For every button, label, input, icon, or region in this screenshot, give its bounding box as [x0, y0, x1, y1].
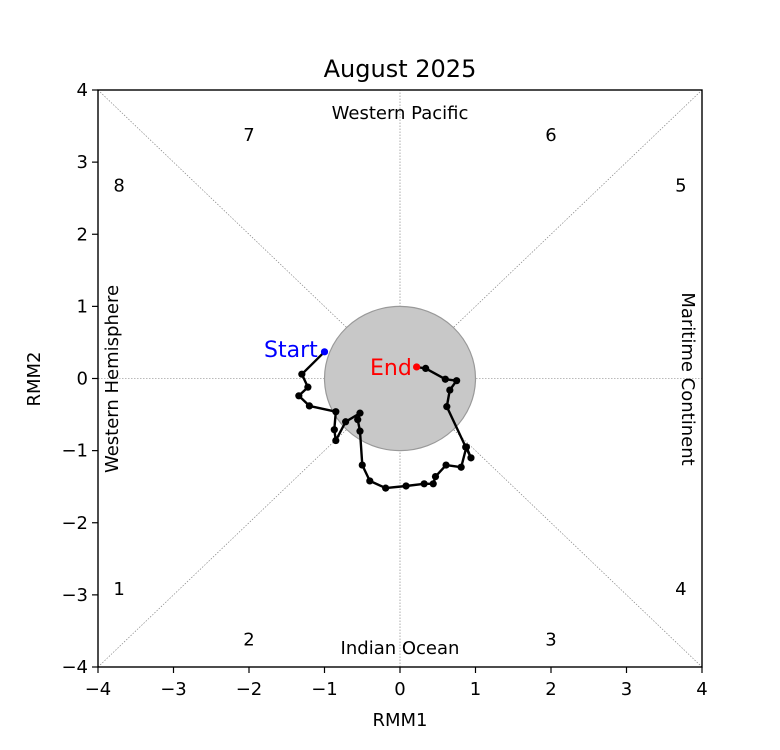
trajectory-point: [443, 403, 451, 411]
y-tick-label: 2: [77, 224, 88, 245]
trajectory-point: [366, 477, 374, 485]
trajectory-point: [332, 436, 340, 445]
x-tick-label: 2: [545, 679, 556, 700]
phase-label-2: 2: [243, 629, 254, 650]
x-tick-label: 0: [394, 679, 405, 700]
start-end-markers: Start End: [264, 338, 412, 381]
trajectory-point: [446, 386, 454, 394]
start-label: Start: [264, 338, 318, 363]
trajectory-point: [358, 461, 366, 469]
phase-label-7: 7: [243, 125, 254, 146]
start-point: [320, 348, 329, 356]
phase-label-5: 5: [675, 176, 686, 197]
phase-label-1: 1: [113, 579, 124, 600]
trajectory-point: [442, 461, 450, 469]
region-label-right: Maritime Continent: [677, 292, 698, 465]
trajectory-point: [420, 480, 428, 488]
trajectory-point: [453, 377, 461, 385]
region-label-left: Western Hemisphere: [102, 285, 123, 473]
trajectory-point: [342, 418, 350, 426]
trajectory-point: [298, 370, 306, 378]
trajectory-point: [295, 392, 303, 400]
y-tick-label: 1: [77, 296, 88, 317]
x-tick-label: 3: [621, 679, 632, 700]
trajectory-point: [354, 416, 362, 424]
region-labels: Western Pacific Indian Ocean Western Hem…: [102, 103, 698, 659]
y-axis-title: RMM2: [24, 351, 45, 406]
x-tick-label: −1: [311, 679, 338, 700]
trajectory-point: [356, 427, 364, 435]
phase-labels: 1 2 3 4 5 6 7 8: [113, 125, 686, 650]
y-tick-label: −1: [61, 441, 88, 462]
trajectory-point: [356, 409, 364, 417]
x-tick-label: −3: [160, 679, 187, 700]
trajectory-point: [441, 375, 449, 383]
end-point: [413, 363, 421, 371]
trajectory-point: [305, 402, 313, 410]
phase-label-6: 6: [545, 125, 556, 146]
trajectory-point: [431, 472, 440, 481]
trajectory: [295, 348, 475, 492]
trajectory-point: [467, 454, 475, 462]
trajectory-point: [402, 482, 410, 490]
phase-label-4: 4: [675, 579, 686, 600]
x-axis-title: RMM1: [372, 710, 427, 731]
trajectory-point: [422, 364, 430, 373]
trajectory-point: [330, 426, 338, 434]
trajectory-point: [457, 463, 465, 471]
trajectory-point: [429, 480, 437, 488]
y-tick-label: −2: [61, 513, 88, 534]
trajectory-point: [304, 383, 312, 391]
trajectory-point: [462, 443, 470, 451]
y-tick-label: −4: [61, 657, 88, 678]
trajectory-point: [332, 408, 340, 416]
chart-title: August 2025: [324, 55, 477, 83]
x-tick-label: −2: [236, 679, 263, 700]
y-tick-label: 4: [77, 80, 88, 101]
y-tick-label: 3: [77, 152, 88, 173]
trajectory-point: [382, 484, 390, 492]
x-tick-label: 1: [470, 679, 481, 700]
end-label: End: [370, 356, 412, 381]
phase-label-3: 3: [545, 629, 556, 650]
phase-label-8: 8: [113, 176, 124, 197]
x-tick-label: −4: [85, 679, 112, 700]
region-label-top: Western Pacific: [332, 103, 469, 124]
region-label-bottom: Indian Ocean: [341, 638, 460, 659]
x-tick-label: 4: [696, 679, 707, 700]
y-tick-label: −3: [61, 585, 88, 606]
y-tick-label: 0: [77, 369, 88, 390]
axes: −4 −3 −2 −1 0 1 2 3 4 −4 −3 −2 −1 0 1 2 3 4: [61, 80, 707, 700]
